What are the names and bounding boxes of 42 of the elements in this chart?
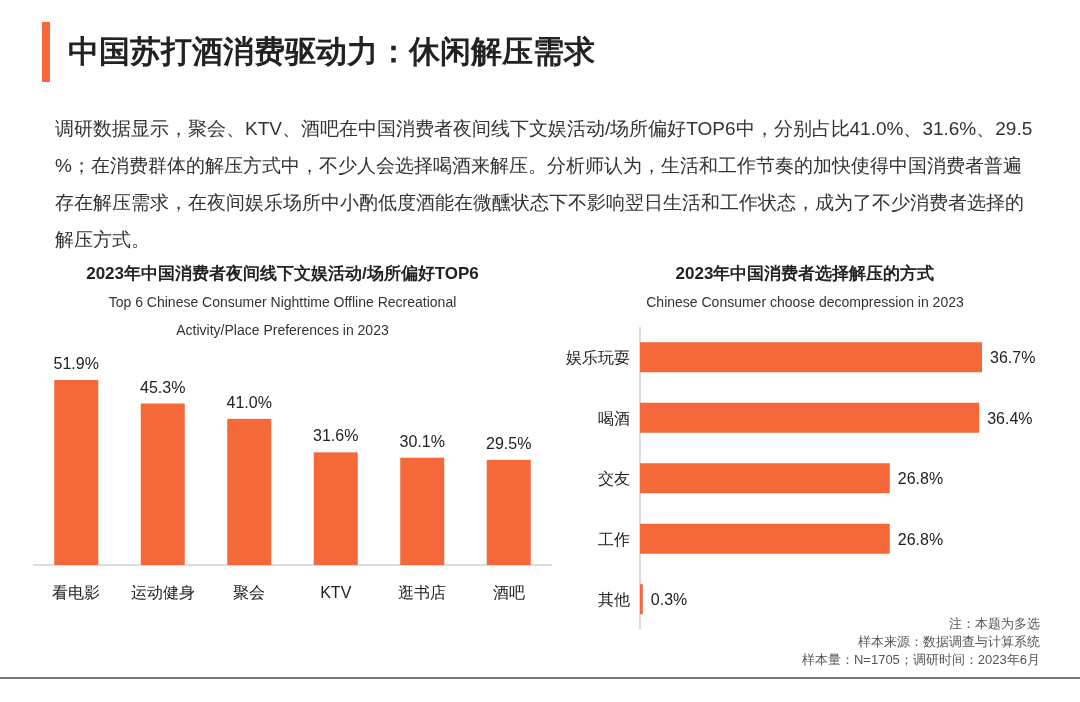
bar: [140, 403, 185, 565]
data-label: 51.9%: [53, 355, 99, 372]
data-label: 36.7%: [990, 349, 1036, 367]
data-label: 30.1%: [399, 432, 445, 450]
data-label: 29.5%: [486, 434, 532, 452]
data-label: 0.3%: [650, 591, 688, 609]
bar: [640, 402, 980, 433]
text: 中国苏打酒消费驱动力：休闲解压需求: [68, 34, 595, 69]
x-tick-label: KTV: [320, 584, 352, 601]
bar: [640, 584, 643, 615]
data-label: 41.0%: [226, 393, 272, 411]
bar: [54, 380, 99, 565]
data-label: 31.6%: [313, 427, 359, 445]
text: 样本来源：数据调查与计算系统: [858, 634, 1040, 649]
x-tick-label: 逛书店: [398, 584, 447, 601]
bar: [486, 459, 531, 565]
bar: [640, 463, 890, 494]
text: 样本量：N=1705；调研时间：2023年6月: [801, 652, 1040, 667]
y-tick-label: 工作: [598, 530, 630, 548]
x-tick-label: 酒吧: [492, 584, 525, 601]
data-label: 45.3%: [140, 378, 186, 396]
x-tick-label: 看电影: [52, 584, 101, 601]
y-tick-label: 交友: [598, 470, 630, 488]
chart-title: 2023年中国消费者夜间线下文娱活动/场所偏好TOP6: [86, 264, 479, 283]
bar: [640, 523, 890, 554]
chart-subtitle: Chinese Consumer choose decompression in 2023: [646, 294, 964, 310]
annotation: 注：本题为多选: [949, 616, 1040, 631]
chart-subtitle: Top 6 Chinese Consumer Nighttime Offline Recreational Activity/Place Preferences in 2023: [108, 294, 457, 338]
y-tick-label: 喝酒: [598, 409, 630, 427]
bar: [640, 342, 982, 373]
bar: [313, 452, 358, 565]
data-label: 36.4%: [987, 409, 1033, 427]
x-tick-label: 聚会: [233, 584, 266, 601]
chart-title: 2023年中国消费者选择解压的方式: [675, 264, 935, 283]
text: 调研数据显示，聚会、KTV、酒吧在中国消费者夜间线下文娱活动/场所偏好TOP6中，分别占比41.0%、31.6%、29.5%；在消费群体的解压方式中，不少人会选择喝酒来解压。分析师认为，生活和工作节奏的加快使得中国消费者普遍存在解压需求，在夜间娱乐场所中小酌低度酒能在微醺状态下不影响翌日生活和工作状态，成为了不少消费者选择的解压方式。: [55, 118, 1033, 250]
data-label: 26.8%: [897, 470, 944, 488]
data-label: 26.8%: [897, 530, 944, 548]
x-tick-label: 运动健身: [130, 584, 195, 601]
bar: [227, 418, 272, 565]
y-tick-label: 娱乐玩耍: [566, 349, 630, 367]
y-tick-label: 其他: [598, 591, 630, 609]
bar: [400, 457, 445, 565]
